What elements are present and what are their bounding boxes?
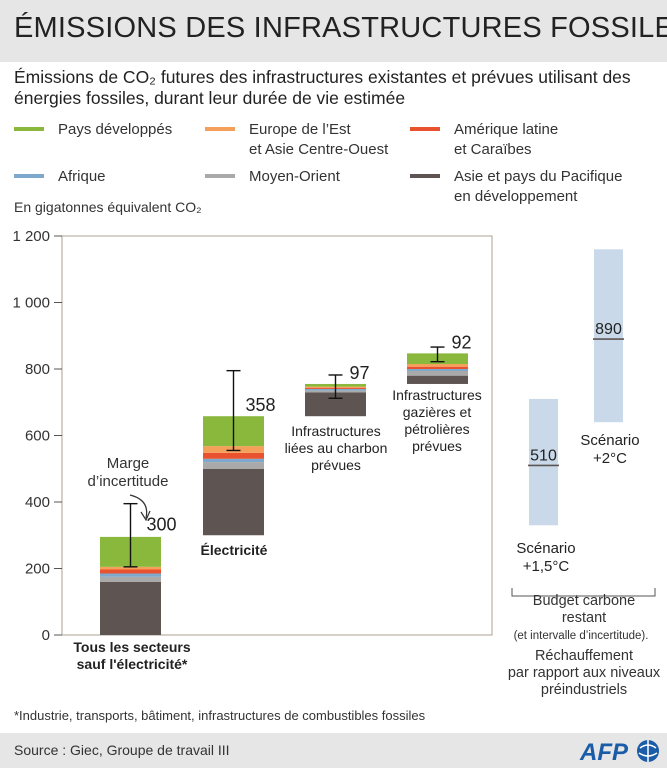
category-label: Infrastructures liées au charbon prévues (285, 423, 388, 473)
bar-segment (407, 364, 468, 367)
bar-segment (407, 366, 468, 369)
legend-label: Afrique (58, 168, 106, 185)
y-tick-label: 400 (25, 494, 50, 511)
bar-segment (203, 468, 264, 536)
total-label: 97 (350, 363, 370, 383)
budget-note-line: Réchauffement (535, 648, 633, 664)
bar-segment (100, 566, 161, 570)
header-bar: ÉMISSIONS DES INFRASTRUCTURES FOSSILES (0, 0, 667, 62)
category-label: Électricité (201, 542, 268, 558)
legend-swatch (14, 127, 44, 131)
category-label-line: Infrastructures (291, 423, 380, 439)
legend-item: Amérique latine et Caraïbes (410, 120, 558, 160)
legend-item: Pays développés (14, 120, 172, 140)
legend-label: Amérique latine et Caraïbes (454, 121, 559, 158)
category-label: Infrastructures gazières et pétrolières pré… (392, 387, 481, 454)
y-tick-label: 200 (25, 561, 50, 578)
scenario-label: Scénario +2°C (580, 432, 639, 467)
legend-label: Europe de l’Est et Asie Centre-Ouest (249, 121, 389, 158)
legend-swatch (14, 174, 44, 178)
bar-segment (100, 581, 161, 635)
bar-segment (100, 573, 161, 577)
legend-swatch (410, 174, 440, 178)
y-tick-label: 1 200 (12, 228, 50, 245)
scenario-label-line: Scénario (580, 432, 639, 449)
legend-item: Afrique (14, 167, 106, 187)
scenario-label: Scénario +1,5°C (516, 540, 575, 575)
category-label-line: prévues (412, 438, 462, 454)
bar-segment (100, 569, 161, 574)
category-label: Tous les secteurs sauf l'électricité* (73, 639, 190, 672)
footer-bar: Source : Giec, Groupe de travail III AFP (0, 733, 667, 768)
budget-bracket (511, 588, 656, 597)
scenario-label-line: Scénario (516, 540, 575, 557)
budget-range (594, 249, 623, 423)
budget-subtitle: (et intervalle d’incertitude). (514, 630, 649, 642)
category-label-line: liées au charbon (285, 440, 388, 456)
total-label: 300 (147, 514, 177, 534)
uncertainty-arrow (129, 494, 148, 519)
legend-label: Pays développés (58, 121, 173, 138)
bar-segment (305, 392, 366, 417)
scenario-label-line: +1,5°C (523, 558, 570, 575)
legend-swatch (410, 127, 440, 131)
bar-segment (407, 369, 468, 371)
afp-logo: AFP (579, 739, 659, 766)
budget-value-label: 890 (595, 321, 622, 338)
y-tick-label: 600 (25, 428, 50, 445)
legend-item: Asie et pays du Pacifique en développeme… (410, 167, 622, 207)
budget-title-line: Budget carbone (533, 593, 635, 609)
category-label-line: Infrastructures (392, 387, 481, 403)
source-text: Source : Giec, Groupe de travail III (14, 742, 230, 758)
legend-label: Moyen-Orient (249, 168, 340, 185)
bar-segment (203, 452, 264, 459)
uncertainty-annotation-line: d’incertitude (88, 473, 169, 490)
bar-segment (203, 458, 264, 463)
page-title: ÉMISSIONS DES INFRASTRUCTURES FOSSILES (14, 12, 667, 44)
scenario-label-line: +2°C (593, 450, 627, 467)
uncertainty-annotation-line: Marge (107, 455, 150, 472)
uncertainty-annotation: Marge d’incertitude (88, 455, 169, 490)
category-label-line: prévues (311, 457, 361, 473)
category-label-line: gazières et (403, 404, 472, 420)
budget-note-line: préindustriels (541, 682, 627, 698)
budget-note-line: par rapport aux niveaux (508, 665, 661, 681)
unit-label: En gigatonnes équivalent CO₂ (14, 199, 202, 215)
legend-item: Europe de l’Est et Asie Centre-Ouest (205, 120, 388, 160)
total-label: 358 (246, 395, 276, 415)
bar-segment (100, 576, 161, 582)
bar-segment (407, 370, 468, 376)
page-subtitle: Émissions de CO₂ futures des infrastruct… (14, 67, 631, 108)
category-label-line: Tous les secteurs (73, 639, 190, 655)
uncertainty-arrowhead (140, 510, 151, 522)
afp-logo-text: AFP (579, 739, 629, 766)
legend-swatch (205, 174, 235, 178)
budget-note: Réchauffement par rapport aux niveaux préi… (508, 648, 661, 698)
bar-segment (203, 462, 264, 469)
total-label: 92 (452, 332, 472, 352)
stacked-bar-chart: 0 200 400 600 800 1 000 1 200 300 Tous les secte… (12, 228, 661, 698)
bar-segment (407, 375, 468, 384)
footnote: *Industrie, transports, bâtiment, infras… (14, 708, 426, 723)
y-tick-label: 1 000 (12, 295, 50, 312)
category-label-line: Électricité (201, 542, 268, 558)
legend-swatch (205, 127, 235, 131)
category-label-line: pétrolières (404, 421, 469, 437)
budget-title: Budget carbone restant (533, 593, 635, 626)
category-label-line: sauf l'électricité* (77, 656, 188, 672)
legend-label: Asie et pays du Pacifique en développeme… (454, 168, 623, 205)
budget-value-label: 510 (530, 447, 557, 464)
legend-item: Moyen-Orient (205, 167, 340, 187)
budget-range (529, 398, 558, 526)
budget-title-line: restant (562, 610, 606, 626)
y-tick-label: 0 (42, 627, 50, 644)
y-tick-label: 800 (25, 361, 50, 378)
